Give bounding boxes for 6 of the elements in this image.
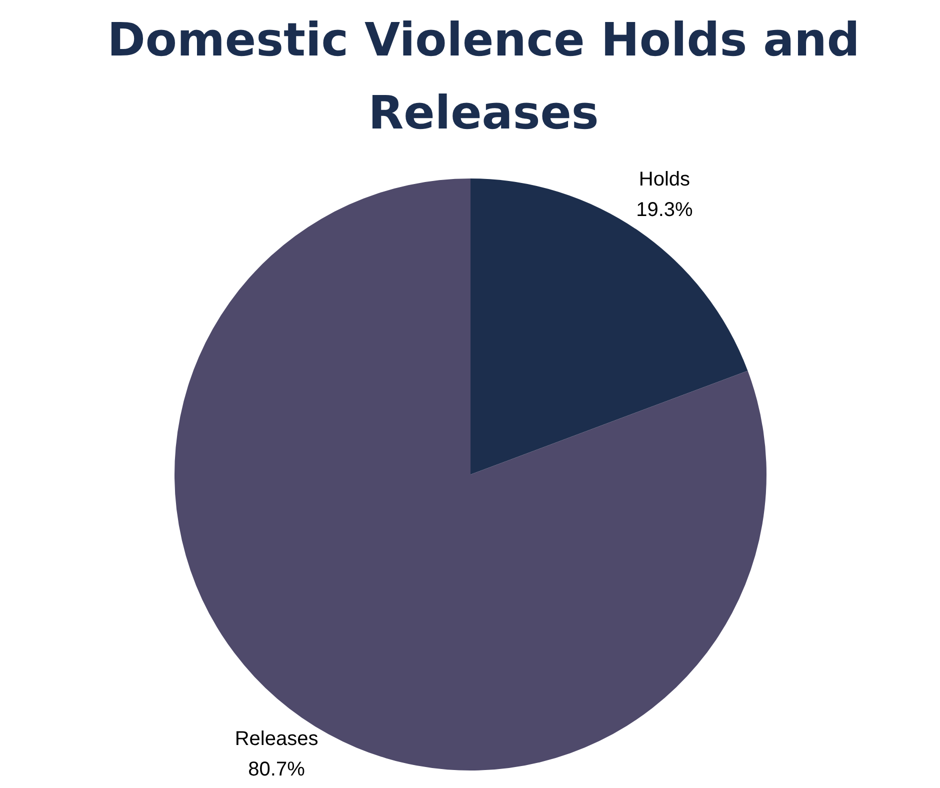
data-label: 80.7%	[248, 758, 306, 781]
data-label: 19.3%	[636, 199, 694, 222]
chart-title: Domestic Violence Holds and	[107, 12, 860, 66]
slice-label: Holds	[638, 168, 690, 190]
slice-label: Releases	[234, 728, 318, 750]
slice-label: Releases	[368, 85, 599, 140]
